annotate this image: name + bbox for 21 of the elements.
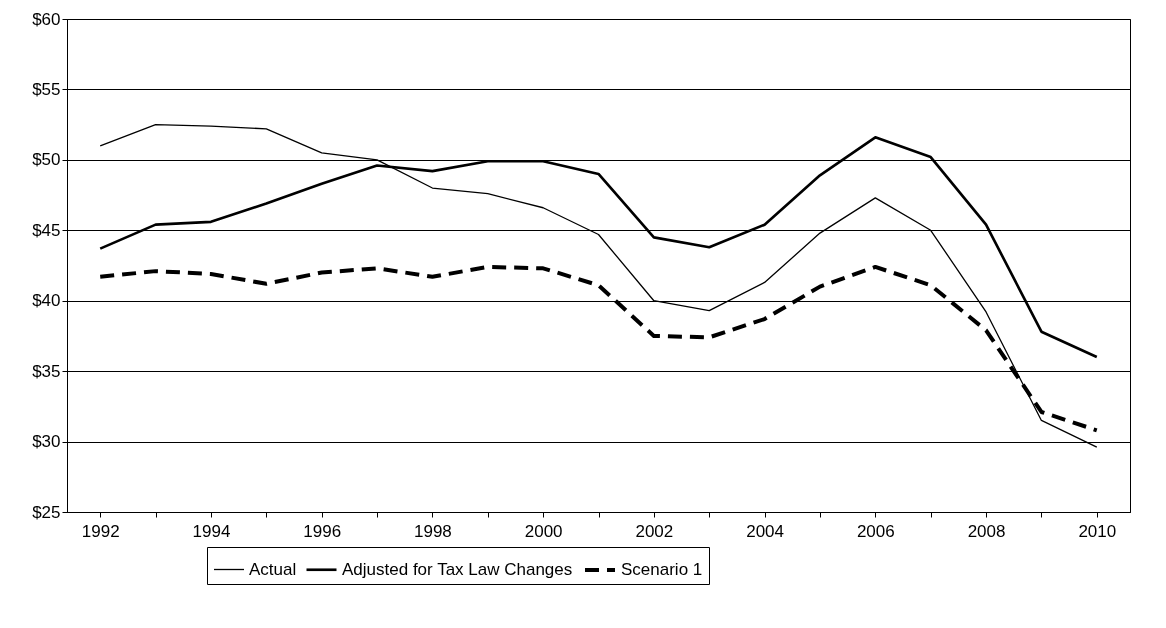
y-tick-label: $25 xyxy=(32,502,61,522)
legend-label: Actual xyxy=(249,559,297,579)
y-tick-label: $40 xyxy=(32,291,61,311)
y-tick-label: $35 xyxy=(32,361,61,381)
x-tick-label: 1996 xyxy=(303,521,342,541)
y-tick-label: $50 xyxy=(32,150,61,170)
y-tick-label: $60 xyxy=(32,9,61,29)
x-tick-label: 2010 xyxy=(1078,521,1117,541)
x-tick-label: 2000 xyxy=(524,521,563,541)
x-tick-label: 2002 xyxy=(635,521,674,541)
legend-label: Adjusted for Tax Law Changes xyxy=(342,559,573,579)
y-tick-label: $55 xyxy=(32,79,61,99)
y-tick-label: $30 xyxy=(32,432,61,452)
x-tick-label: 2008 xyxy=(967,521,1006,541)
x-tick-label: 1998 xyxy=(413,521,452,541)
x-tick-label: 1992 xyxy=(81,521,120,541)
legend-label: Scenario 1 xyxy=(621,560,703,579)
x-tick-label: 2006 xyxy=(856,521,895,541)
y-tick-label: $45 xyxy=(32,220,61,240)
x-tick-label: 2004 xyxy=(746,521,785,541)
x-tick-label: 1994 xyxy=(192,521,231,541)
